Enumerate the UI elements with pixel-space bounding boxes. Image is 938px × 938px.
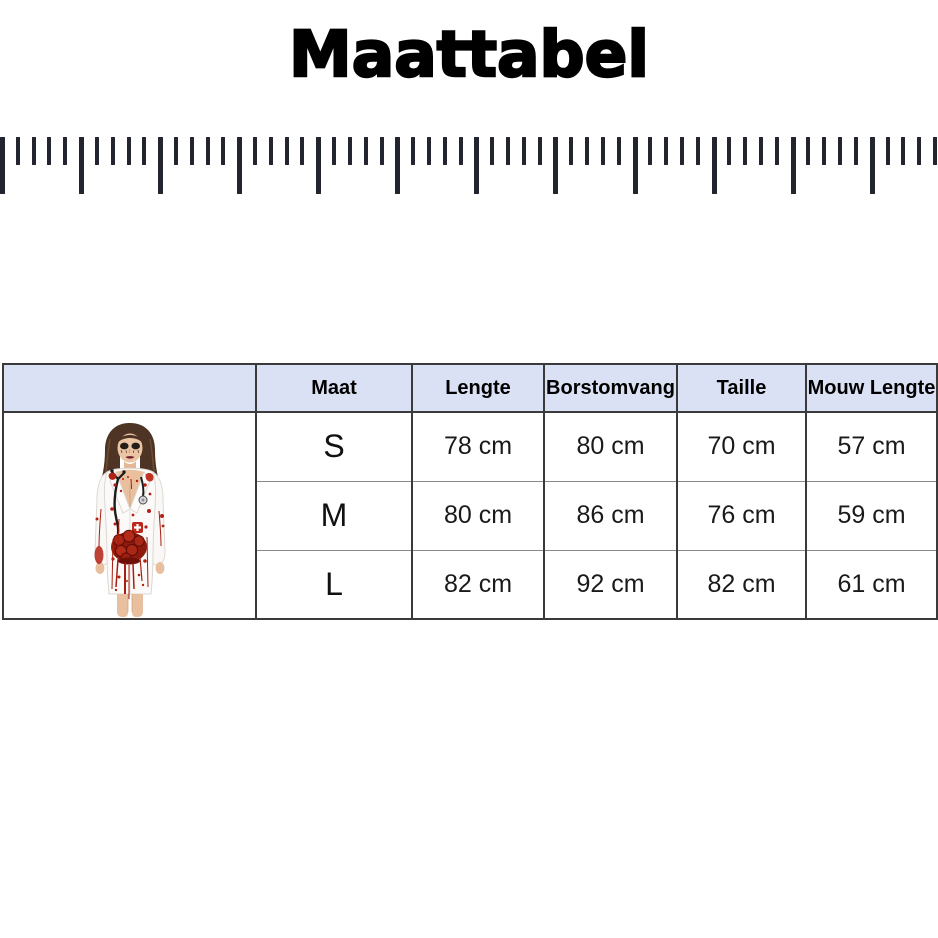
ruler-tick [774, 137, 779, 165]
ruler-tick [173, 137, 178, 165]
ruler-tick [743, 137, 748, 165]
ruler-tick [711, 137, 717, 194]
ruler-tick [901, 137, 906, 165]
product-image-cell [3, 412, 256, 619]
ruler-tick [506, 137, 511, 165]
ruler-tick [664, 137, 669, 165]
header-lengte: Lengte [411, 364, 544, 413]
ruler-graphic [0, 137, 938, 195]
ruler-tick [727, 137, 732, 165]
header-image-column [3, 364, 256, 413]
ruler-tick [806, 137, 811, 165]
face [117, 433, 142, 463]
ruler-tick [316, 137, 322, 194]
ruler-tick [142, 137, 147, 165]
ruler-tick [569, 137, 574, 165]
ruler-tick [585, 137, 590, 165]
header-taille: Taille [676, 364, 806, 413]
ruler-tick [79, 137, 85, 194]
cell-lengte-l: 82 cm [411, 549, 544, 619]
cell-lengte-m: 80 cm [411, 480, 544, 550]
header-borstomvang: Borstomvang [543, 364, 677, 413]
ruler-tick [490, 137, 495, 165]
ruler-tick [268, 137, 273, 165]
ruler-tick [0, 137, 5, 194]
lips [125, 456, 134, 459]
organ-print [110, 529, 147, 565]
cell-borstomvang-s: 80 cm [543, 412, 677, 481]
cell-mouw-lengte-l: 61 cm [805, 549, 937, 619]
ruler-tick [221, 137, 226, 165]
ruler-tick [442, 137, 447, 165]
ruler-tick [616, 137, 621, 165]
size-table-header-row: Maat Lengte Borstomvang Taille Mouw Leng… [3, 364, 937, 413]
blood-splatter [94, 472, 164, 592]
ruler-tick [47, 137, 52, 165]
ruler-tick [521, 137, 526, 165]
ruler-tick [632, 137, 638, 194]
ruler-tick [284, 137, 289, 165]
ruler-tick [933, 137, 937, 165]
ruler-tick [679, 137, 684, 165]
ruler-tick [332, 137, 337, 165]
ruler-tick [759, 137, 764, 165]
ruler-tick [110, 137, 115, 165]
table-row-s: S 78 cm 80 cm 70 cm 57 cm [3, 412, 937, 617]
cell-borstomvang-l: 92 cm [543, 549, 677, 619]
cell-mouw-lengte-m: 59 cm [805, 480, 937, 550]
ruler-tick [363, 137, 368, 165]
ruler-tick [15, 137, 20, 165]
ruler-tick [790, 137, 796, 194]
stethoscope-print [109, 469, 147, 535]
ruler-tick [347, 137, 352, 165]
cell-taille-s: 70 cm [676, 412, 806, 481]
ruler-tick [31, 137, 36, 165]
ruler-tick [426, 137, 431, 165]
header-mouw-lengte: Mouw Lengte [805, 364, 937, 413]
ruler-tick [537, 137, 542, 165]
cell-borstomvang-m: 86 cm [543, 480, 677, 550]
cell-maat-l: L [255, 549, 412, 619]
ruler-tick [94, 137, 99, 165]
ruler-tick [553, 137, 559, 194]
ruler-tick [395, 137, 401, 194]
ruler-tick [885, 137, 890, 165]
cell-taille-m: 76 cm [676, 480, 806, 550]
ruler-tick [126, 137, 131, 165]
cell-maat-m: M [255, 480, 412, 550]
ruler-tick [822, 137, 827, 165]
ruler-tick [158, 137, 164, 194]
page-title: Maattabel [288, 17, 650, 92]
ruler-tick [869, 137, 875, 194]
ruler-tick [205, 137, 210, 165]
blood-drips [98, 478, 161, 599]
cell-maat-s: S [255, 412, 412, 481]
ruler-tick [695, 137, 700, 165]
ruler-tick [411, 137, 416, 165]
medical-cross-print [131, 522, 143, 533]
cell-lengte-s: 78 cm [411, 412, 544, 481]
product-image [93, 423, 166, 617]
cell-taille-l: 82 cm [676, 549, 806, 619]
ruler-tick [474, 137, 480, 194]
ruler-tick [853, 137, 858, 165]
cell-mouw-lengte-s: 57 cm [805, 412, 937, 481]
ruler-tick [379, 137, 384, 165]
ruler-tick [189, 137, 194, 165]
size-table: Maat Lengte Borstomvang Taille Mouw Leng… [2, 363, 938, 620]
ruler-tick [300, 137, 305, 165]
header-maat: Maat [255, 364, 412, 413]
zombie-eye-makeup [119, 442, 129, 450]
ruler-tick [253, 137, 258, 165]
ruler-tick [917, 137, 922, 165]
ruler-tick [458, 137, 463, 165]
ruler-tick [63, 137, 68, 165]
ruler-tick [838, 137, 843, 165]
ruler-tick [237, 137, 243, 194]
ruler-tick [600, 137, 605, 165]
ruler-tick [648, 137, 653, 165]
legs [116, 594, 143, 617]
